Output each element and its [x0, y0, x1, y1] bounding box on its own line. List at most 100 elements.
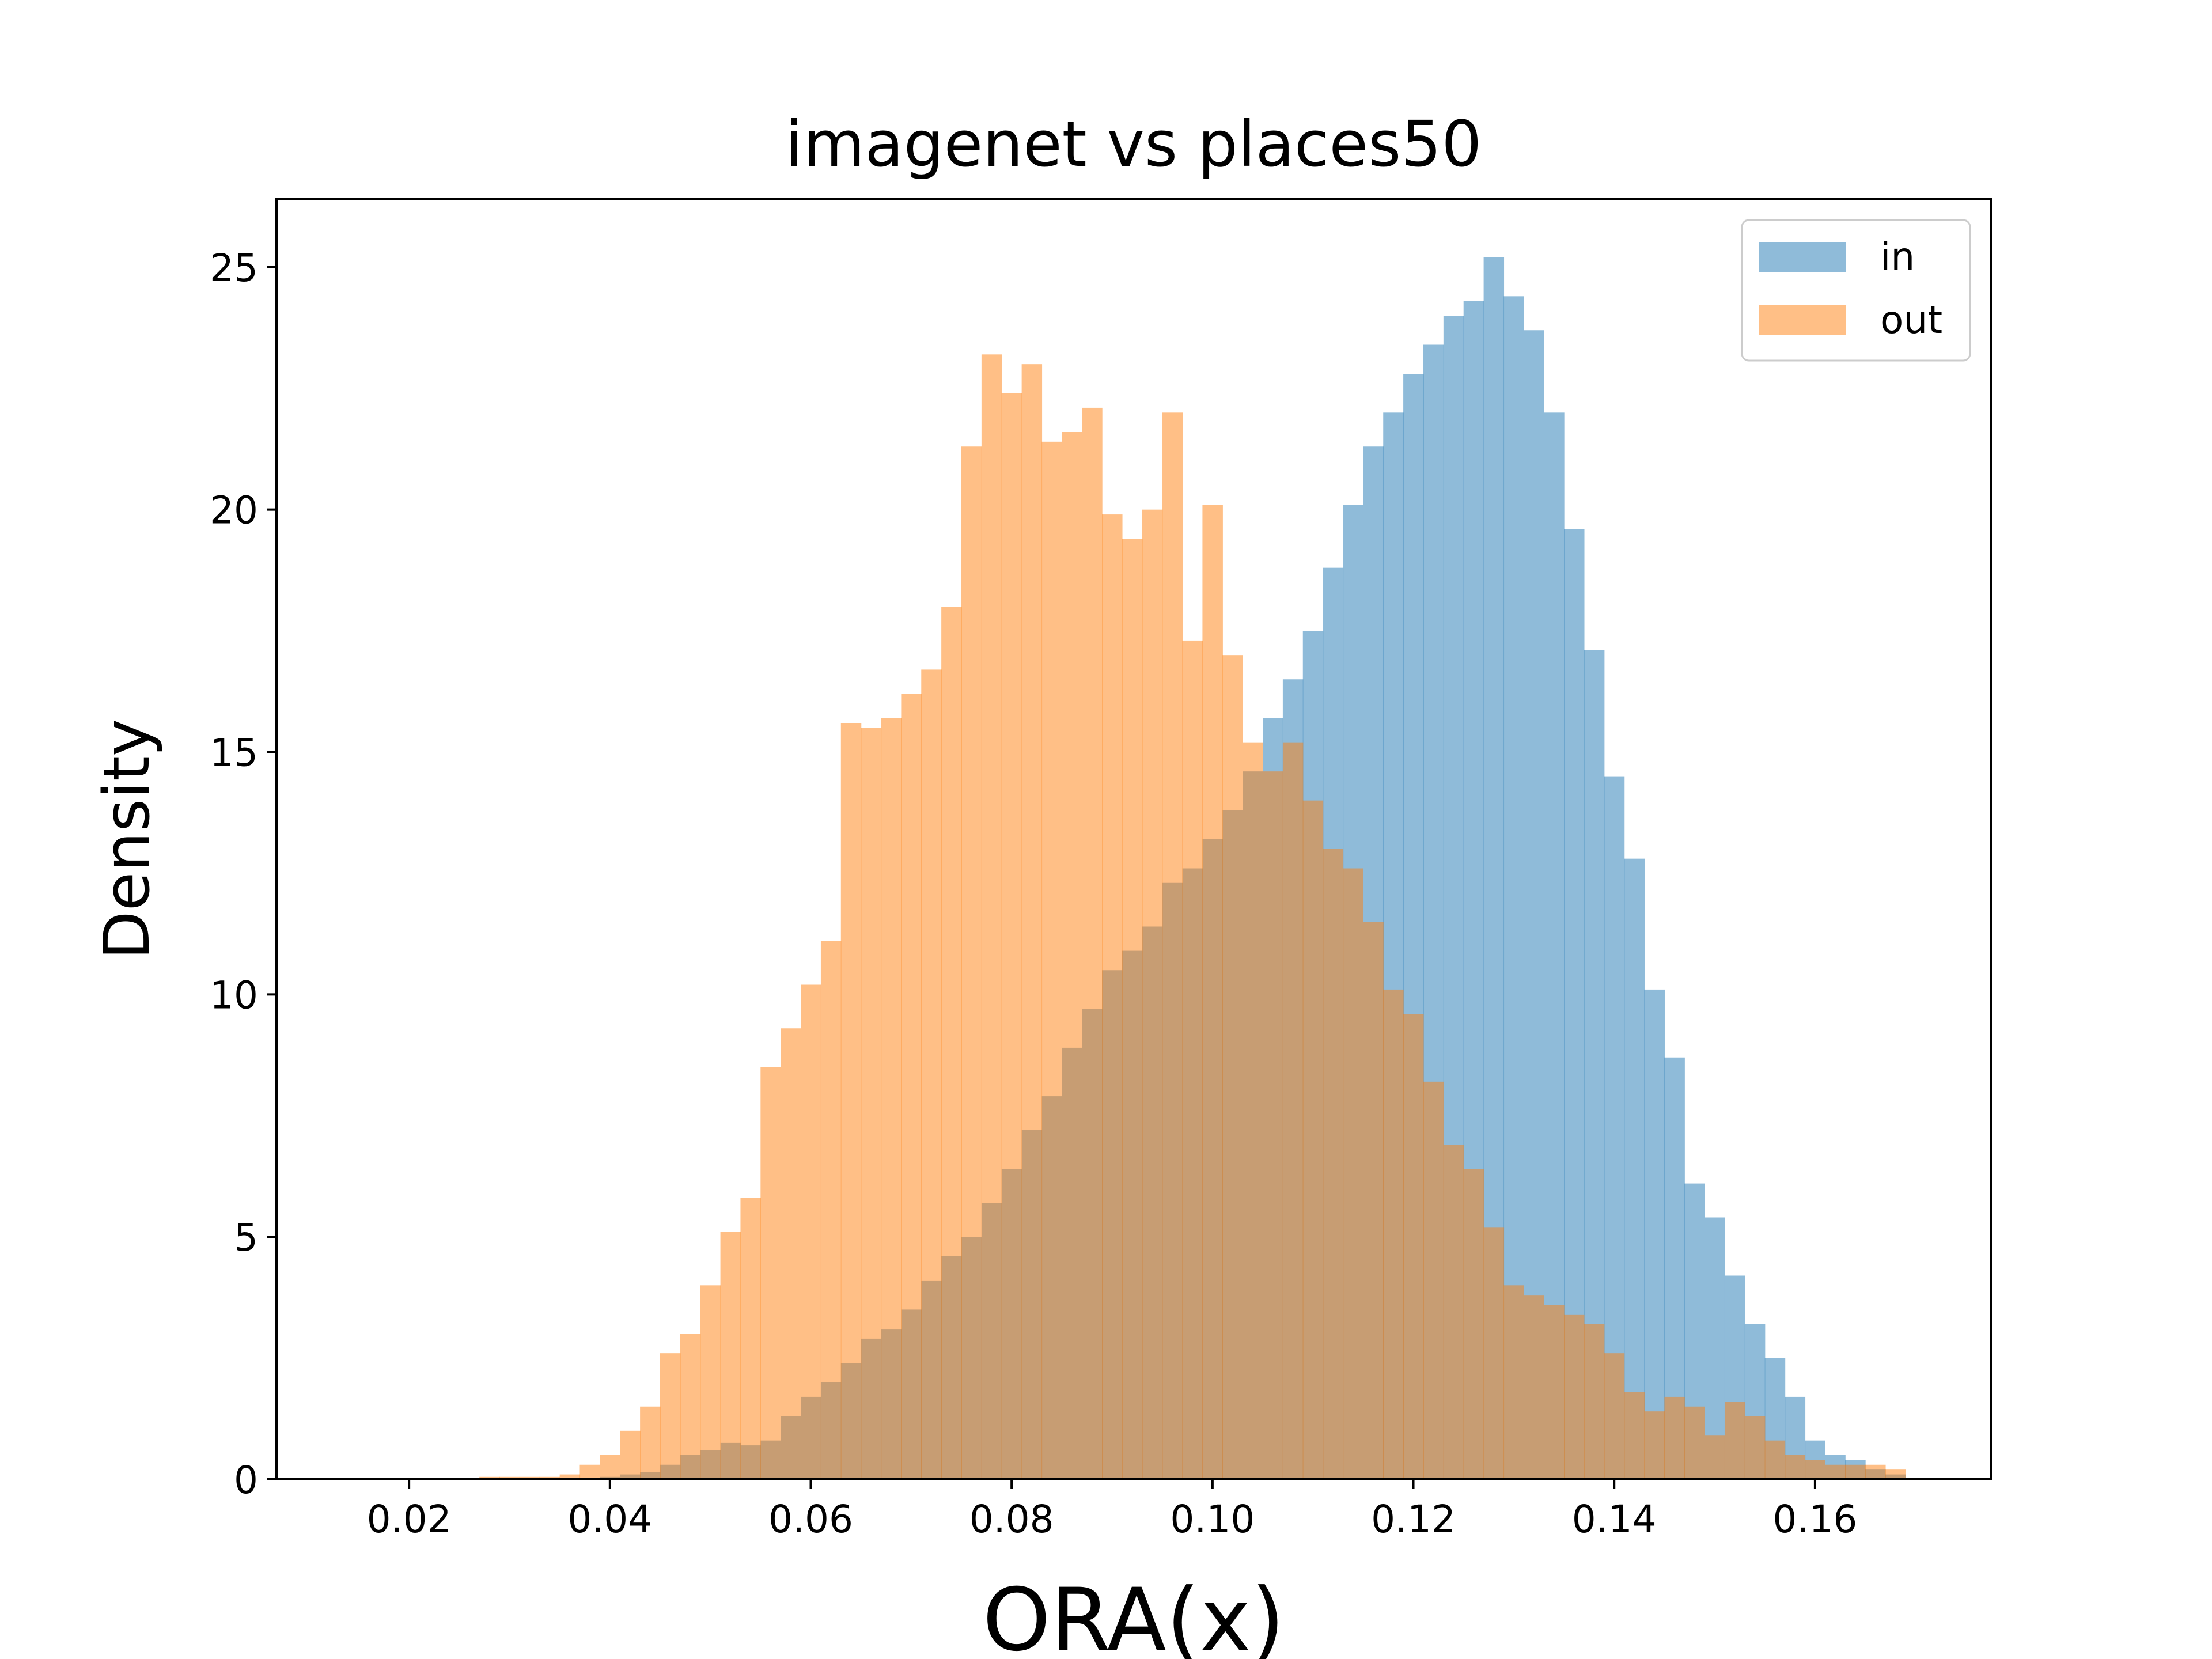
- bar-out: [1564, 1314, 1585, 1479]
- legend-label-in: in: [1880, 234, 1915, 279]
- bar-in: [1524, 330, 1544, 1479]
- bar-out: [1664, 1396, 1685, 1479]
- bar-out: [1021, 364, 1043, 1479]
- bar-out: [1524, 1295, 1544, 1479]
- bar-out: [720, 1232, 741, 1479]
- bar-out: [620, 1430, 641, 1479]
- bar-out: [1263, 771, 1283, 1479]
- bar-out: [1584, 1324, 1605, 1479]
- y-tick-label: 0: [234, 1458, 258, 1502]
- x-axis-ticks: 0.02 0.04 0.06 0.08 0.10 0.12 0.14 0.16: [367, 1479, 1857, 1541]
- x-tick-label: 0.04: [567, 1497, 652, 1541]
- bar-out: [1865, 1464, 1886, 1479]
- bar-out: [1885, 1469, 1906, 1479]
- bar-out: [1684, 1406, 1705, 1479]
- bar-in: [1544, 412, 1565, 1480]
- bar-out: [921, 669, 942, 1479]
- plot-frame: [275, 198, 1992, 1480]
- bar-out: [559, 1474, 581, 1479]
- bar-out: [1222, 655, 1243, 1479]
- bar-out: [861, 728, 882, 1479]
- bar-out: [781, 1028, 801, 1479]
- bar-out: [1724, 1402, 1745, 1479]
- bar-out: [1423, 1081, 1444, 1479]
- bars-layer: [479, 257, 1906, 1480]
- bar-out: [1644, 1411, 1665, 1479]
- bar-out: [1343, 868, 1363, 1479]
- y-tick-label: 15: [210, 731, 258, 775]
- bar-out: [801, 984, 821, 1479]
- x-tick-label: 0.12: [1371, 1497, 1456, 1541]
- x-axis-label: ORA(x): [983, 1570, 1285, 1659]
- bar-out: [1383, 989, 1404, 1479]
- bar-out: [680, 1334, 701, 1479]
- legend-label-out: out: [1880, 298, 1942, 342]
- bar-out: [1705, 1435, 1725, 1479]
- bar-out: [600, 1455, 620, 1479]
- bar-out: [1845, 1464, 1866, 1479]
- bar-out: [1604, 1353, 1625, 1479]
- bar-out: [901, 694, 922, 1479]
- bar-out: [1463, 1169, 1484, 1479]
- series-out: [479, 354, 1906, 1480]
- y-tick-label: 20: [210, 488, 258, 533]
- bar-out: [499, 1476, 520, 1479]
- x-tick-label: 0.08: [969, 1497, 1054, 1541]
- bar-out: [1764, 1440, 1786, 1479]
- bar-out: [981, 354, 1002, 1480]
- bar-out: [1082, 407, 1103, 1479]
- y-tick-label: 10: [210, 973, 258, 1017]
- y-axis-ticks: 0 5 10 15 20 25: [210, 246, 276, 1502]
- bar-out: [1122, 539, 1143, 1479]
- bar-out: [941, 607, 962, 1479]
- bar-out: [1744, 1416, 1766, 1479]
- bar-out: [1825, 1464, 1846, 1479]
- bar-out: [1363, 922, 1384, 1479]
- bar-in: [1644, 989, 1665, 1479]
- bar-out: [1162, 412, 1183, 1480]
- bar-out: [1041, 441, 1062, 1480]
- bar-out: [1243, 742, 1263, 1479]
- bar-out: [1624, 1392, 1645, 1479]
- bar-in: [1624, 858, 1645, 1479]
- bar-out: [820, 941, 842, 1479]
- bar-out: [1403, 1014, 1424, 1479]
- bar-out: [1503, 1285, 1524, 1479]
- x-tick-label: 0.06: [768, 1497, 853, 1541]
- x-tick-label: 0.14: [1572, 1497, 1657, 1541]
- bar-out: [1323, 849, 1344, 1479]
- bar-out: [1302, 800, 1324, 1479]
- bar-out: [539, 1476, 560, 1479]
- bar-out: [1805, 1460, 1825, 1479]
- legend-swatch-in: [1759, 242, 1846, 272]
- bar-out: [760, 1067, 781, 1479]
- bar-out: [740, 1198, 761, 1479]
- bar-out: [479, 1476, 500, 1479]
- bar-out: [519, 1476, 540, 1479]
- y-tick-label: 5: [234, 1215, 258, 1260]
- x-tick-label: 0.16: [1772, 1497, 1857, 1541]
- bar-out: [1142, 509, 1163, 1479]
- bar-out: [579, 1464, 600, 1479]
- bar-out: [1202, 505, 1223, 1479]
- bar-out: [961, 446, 982, 1479]
- y-axis-label: Density: [90, 719, 164, 960]
- bar-out: [881, 718, 902, 1479]
- bar-out: [700, 1285, 721, 1479]
- bar-out: [640, 1406, 661, 1479]
- x-tick-label: 0.02: [367, 1497, 452, 1541]
- bar-out: [660, 1353, 681, 1479]
- chart-title: imagenet vs places50: [786, 107, 1482, 181]
- bar-out: [1001, 393, 1022, 1479]
- x-tick-label: 0.10: [1170, 1497, 1255, 1541]
- bar-out: [840, 723, 862, 1479]
- bar-out: [1544, 1305, 1565, 1479]
- bar-out: [1483, 1227, 1505, 1479]
- bar-in: [1503, 296, 1524, 1480]
- legend: in out: [1741, 219, 1971, 362]
- bar-out: [1443, 1145, 1464, 1479]
- bar-out: [1062, 432, 1082, 1479]
- bar-out: [1182, 640, 1203, 1479]
- legend-swatch-out: [1759, 305, 1846, 335]
